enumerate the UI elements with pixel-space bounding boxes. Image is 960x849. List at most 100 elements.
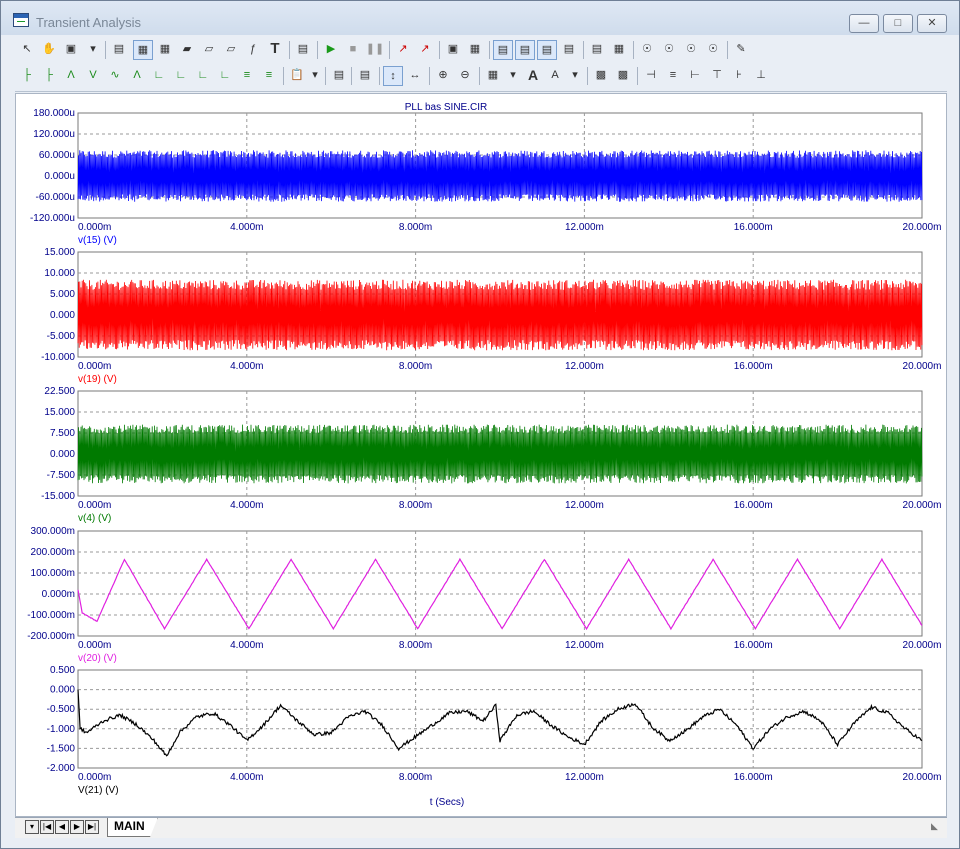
pause-icon[interactable]: ❚❚ xyxy=(365,43,385,55)
x-tick-label: 0.000m xyxy=(78,361,111,372)
y-tick-label: -2.000 xyxy=(47,763,76,774)
grid-options-icon[interactable]: ▦ xyxy=(487,69,499,81)
expand-vertical-icon[interactable]: ↕ xyxy=(383,66,403,86)
global-low-icon[interactable]: ∟ xyxy=(153,69,165,81)
bottom-icon[interactable]: ∟ xyxy=(197,69,209,81)
toolbar-divider xyxy=(15,91,947,92)
layout-1-icon[interactable]: ▤ xyxy=(493,40,513,60)
zoom-x-icon[interactable]: ☉ xyxy=(642,43,652,55)
cursor-icon[interactable]: ▰ xyxy=(182,43,192,55)
plot-frame xyxy=(77,669,923,769)
scale-view-icon[interactable]: ▤ xyxy=(113,43,125,55)
bring-front-icon[interactable]: ▩ xyxy=(595,69,607,81)
grid-icon[interactable]: ▦ xyxy=(133,40,153,60)
peak-icon[interactable]: ├ xyxy=(23,69,31,81)
stepping-icon[interactable]: ↗ xyxy=(398,43,408,55)
pan-hand-icon[interactable]: ✋ xyxy=(42,43,56,55)
slope-icon[interactable]: ∟ xyxy=(219,69,231,81)
y-tick-label: -100.000m xyxy=(27,610,75,621)
function-icon[interactable]: ƒ xyxy=(249,43,257,55)
zoom-out-icon[interactable]: ⊖ xyxy=(460,69,470,81)
layout-2-icon[interactable]: ▤ xyxy=(515,40,535,60)
inflection-icon[interactable]: ∿ xyxy=(110,69,120,81)
prev-simulation-icon[interactable]: ≡ xyxy=(265,69,273,81)
zoom-in-icon[interactable]: ⊕ xyxy=(438,69,448,81)
font-icon[interactable]: A xyxy=(527,67,539,83)
tangent-icon[interactable]: ▱ xyxy=(226,43,236,55)
high-icon[interactable]: Λ xyxy=(67,69,75,81)
scale-icon[interactable]: ▣ xyxy=(65,43,77,55)
align-bottom-icon[interactable]: ⊥ xyxy=(756,69,766,81)
y-tick-label: 300.000m xyxy=(31,526,75,537)
prev-page-icon[interactable]: ◀ xyxy=(55,820,69,834)
monte-carlo-icon[interactable]: ▣ xyxy=(447,43,459,55)
grid-dropdown-icon[interactable]: ▾ xyxy=(510,69,516,81)
send-back-icon[interactable]: ▩ xyxy=(617,69,629,81)
dropdown-arrow-icon[interactable]: ▾ xyxy=(90,43,96,55)
align-top-icon[interactable]: ⊤ xyxy=(712,69,722,81)
curve-label: v(19) (V) xyxy=(78,374,117,385)
align-center-icon[interactable]: ≡ xyxy=(669,69,677,81)
tab-main[interactable]: MAIN xyxy=(107,818,158,837)
x-tick-label: 20.000m xyxy=(903,222,942,233)
app-icon xyxy=(13,13,29,27)
x-tick-label: 8.000m xyxy=(399,361,432,372)
top-icon[interactable]: ∟ xyxy=(175,69,187,81)
y-tick-label: 0.000u xyxy=(44,171,75,182)
properties-icon[interactable]: ▤ xyxy=(297,43,309,55)
tile-icon[interactable]: ▦ xyxy=(613,43,625,55)
plot-canvas[interactable]: PLL bas SINE.CIR t (Secs) 180.000u 120.00… xyxy=(16,94,946,816)
x-tick-label: 4.000m xyxy=(230,772,263,783)
list-icon[interactable]: ▤ xyxy=(333,69,345,81)
text-color-icon[interactable]: A xyxy=(551,69,559,81)
zoom-fx-icon[interactable]: ☉ xyxy=(686,43,696,55)
maximize-button[interactable]: □ xyxy=(883,14,913,33)
y-tick-label: 10.000 xyxy=(44,268,75,279)
dropdown-nav-icon[interactable]: ▾ xyxy=(25,820,39,834)
split-icon[interactable]: ▤ xyxy=(591,43,603,55)
ruler-icon[interactable]: ▦ xyxy=(469,43,481,55)
valley-icon[interactable]: ├ xyxy=(45,69,53,81)
last-page-icon[interactable]: ▶| xyxy=(85,820,99,834)
global-high-icon[interactable]: Λ xyxy=(133,69,141,81)
run-icon[interactable]: ▶ xyxy=(326,43,336,55)
select-pointer-icon[interactable]: ↖ xyxy=(22,43,32,55)
numeric-output-icon[interactable]: ▤ xyxy=(359,69,371,81)
clipboard-dropdown-icon[interactable]: ▾ xyxy=(312,69,318,81)
expand-horizontal-icon[interactable]: ↔ xyxy=(409,69,421,81)
toolbar-top: ↖ ✋ ▣ ▾ ▤ ▦ ▦ ▰ ▱ ▱ ƒ T ▤ ▶ ■ ❚❚ ↗ ↗ ▣ ▦… xyxy=(15,38,947,64)
zoom-equal-icon[interactable]: ☉ xyxy=(708,43,718,55)
next-simulation-icon[interactable]: ≡ xyxy=(243,69,251,81)
curve-label: V(21) (V) xyxy=(78,785,119,796)
layout-4-icon[interactable]: ▤ xyxy=(563,43,575,55)
zoom-y-icon[interactable]: ☉ xyxy=(664,43,674,55)
low-icon[interactable]: V xyxy=(89,69,97,81)
text-tool-icon[interactable]: T xyxy=(270,40,280,57)
layout-3-icon[interactable]: ▤ xyxy=(537,40,557,60)
x-tick-label: 16.000m xyxy=(734,640,773,651)
plot-area[interactable]: PLL bas SINE.CIR t (Secs) 180.000u 120.00… xyxy=(15,93,947,817)
measure-icon[interactable]: ▱ xyxy=(204,43,214,55)
y-tick-label: 120.000u xyxy=(33,129,75,140)
curve-trace xyxy=(77,424,923,484)
next-page-icon[interactable]: ▶ xyxy=(70,820,84,834)
stop-icon[interactable]: ■ xyxy=(349,43,357,55)
curve-trace xyxy=(77,279,923,351)
align-middle-icon[interactable]: ⊦ xyxy=(736,69,742,81)
resize-grip-icon[interactable]: ◣ xyxy=(931,821,938,831)
graph-icon[interactable]: ▦ xyxy=(159,43,171,55)
align-right-icon[interactable]: ⊢ xyxy=(690,69,700,81)
first-page-icon[interactable]: |◀ xyxy=(40,820,54,834)
x-tick-label: 20.000m xyxy=(903,772,942,783)
minimize-button[interactable]: — xyxy=(849,14,879,33)
optimize-icon[interactable]: ↗ xyxy=(420,43,430,55)
close-button[interactable]: ✕ xyxy=(917,14,947,33)
clipboard-icon[interactable]: 📋 xyxy=(290,69,304,81)
x-axis-label: t (Secs) xyxy=(430,797,464,808)
edit-properties-icon[interactable]: ✎ xyxy=(736,43,746,55)
title-bar: Transient Analysis — □ ✕ xyxy=(1,1,959,35)
align-left-icon[interactable]: ⊣ xyxy=(646,69,656,81)
x-tick-label: 4.000m xyxy=(230,222,263,233)
text-color-dropdown-icon[interactable]: ▾ xyxy=(572,69,578,81)
